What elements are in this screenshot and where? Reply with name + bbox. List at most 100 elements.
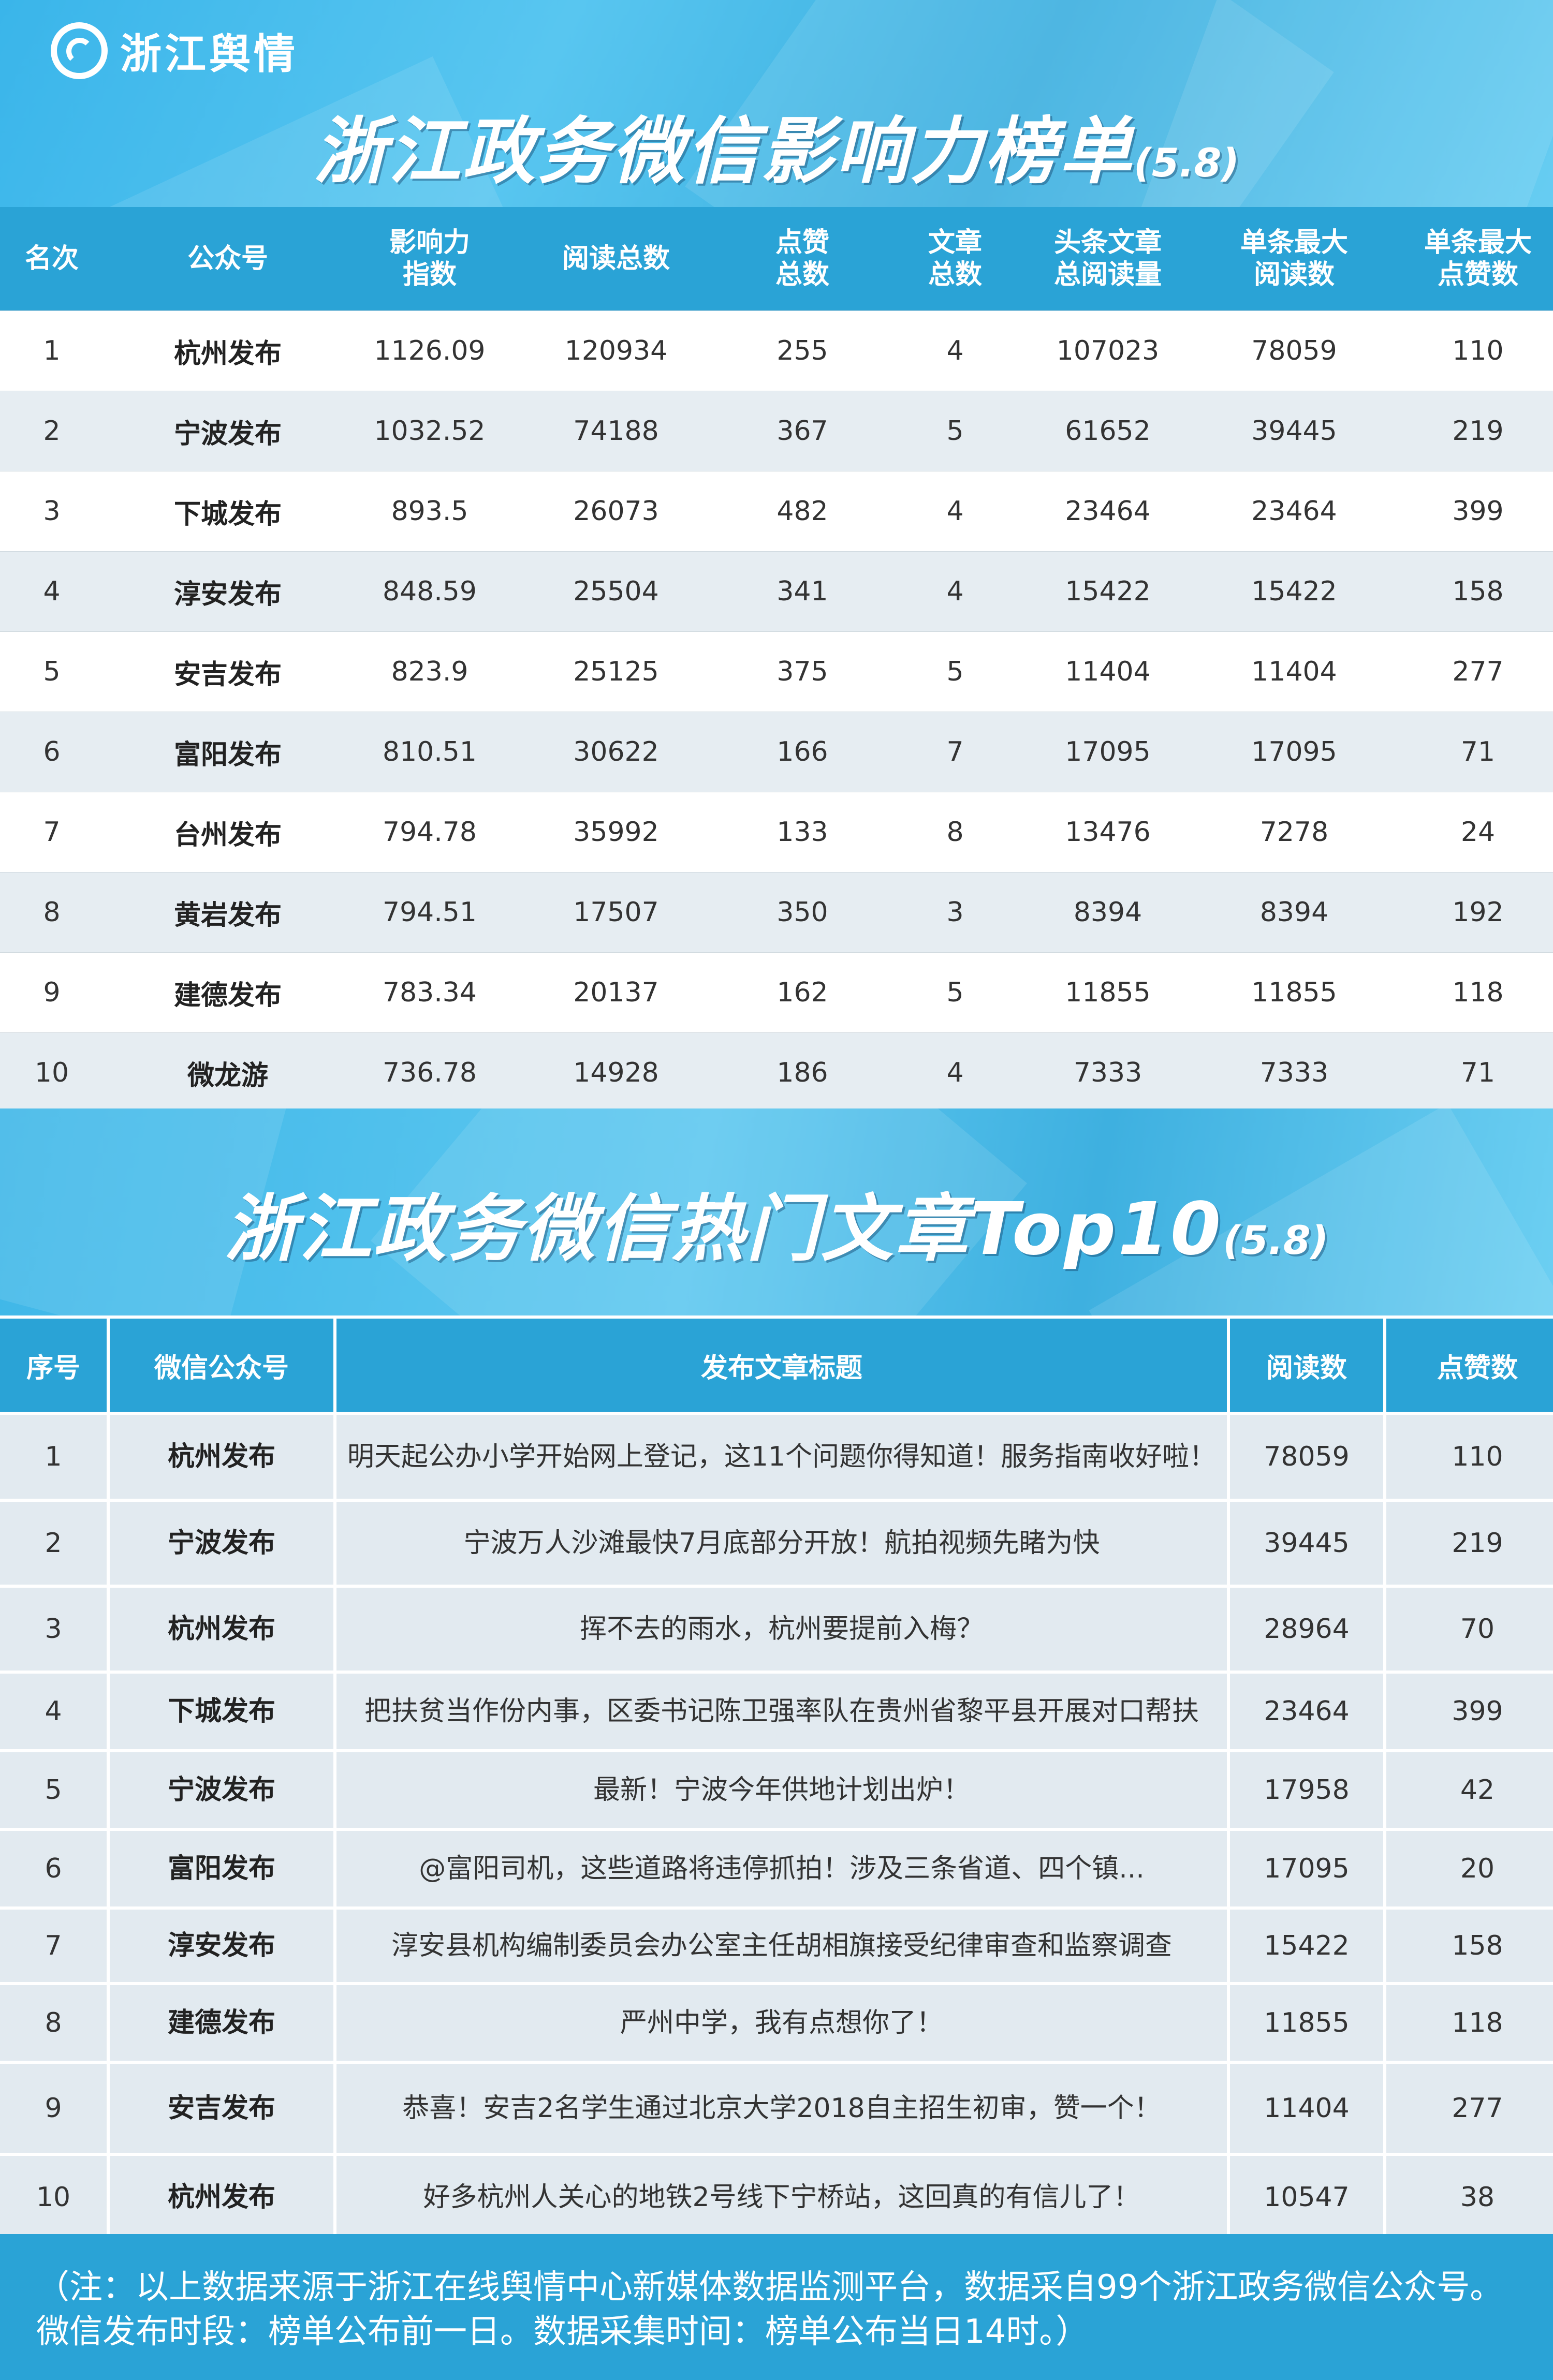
- cell-likes: 367: [725, 391, 880, 471]
- ranking-title-text: 浙江政务微信影响力榜单: [313, 110, 1134, 194]
- cell-likes: 255: [725, 311, 880, 391]
- cell-headline: 11855: [1030, 952, 1185, 1033]
- cell-articles: 7: [880, 712, 1030, 792]
- cell-account: 宁波发布: [104, 391, 352, 471]
- logo-text: 浙江舆情: [120, 30, 298, 78]
- cell-likes: 158: [1386, 1910, 1553, 1982]
- cell-maxread: 11404: [1185, 631, 1403, 712]
- cell-account: 下城发布: [110, 1674, 333, 1749]
- cell-reads: 26073: [507, 471, 725, 552]
- cell-reads: 25125: [507, 631, 725, 712]
- cell-influence: 1032.52: [352, 391, 507, 471]
- cell-no: 8: [0, 1985, 107, 2061]
- cell-reads: 17958: [1230, 1752, 1383, 1828]
- cell-account: 黄岩发布: [104, 872, 352, 953]
- cell-reads: 28964: [1230, 1588, 1383, 1671]
- cell-maxlike: 110: [1403, 311, 1553, 391]
- cell-likes: 341: [725, 551, 880, 632]
- col-maxlike: 单条最大 点赞数: [1403, 207, 1553, 311]
- cell-account: 杭州发布: [110, 1588, 333, 1671]
- col-articles: 文章 总数: [880, 207, 1030, 311]
- cell-account: 宁波发布: [110, 1502, 333, 1585]
- cell-account: 淳安发布: [104, 551, 352, 632]
- cell-account: 宁波发布: [110, 1752, 333, 1828]
- cell-title: @富阳司机，这些道路将违停抓拍！涉及三条省道、四个镇...: [336, 1831, 1227, 1906]
- cell-maxlike: 71: [1403, 1032, 1553, 1113]
- cell-likes: 70: [1386, 1588, 1553, 1671]
- cell-likes: 118: [1386, 1985, 1553, 2061]
- cell-likes: 186: [725, 1032, 880, 1113]
- footer-note-text: （注：以上数据来源于浙江在线舆情中心新媒体数据监测平台，数据采自99个浙江政务微…: [36, 2268, 1503, 2351]
- col-maxread: 单条最大 阅读数: [1185, 207, 1403, 311]
- cell-headline: 7333: [1030, 1032, 1185, 1113]
- col-account: 公众号: [104, 207, 352, 311]
- cell-account: 淳安发布: [110, 1910, 333, 1982]
- logo-icon: [51, 22, 108, 79]
- cell-account: 下城发布: [104, 471, 352, 552]
- cell-title: 恭喜！安吉2名学生通过北京大学2018自主招生初审，赞一个！: [336, 2064, 1227, 2153]
- cell-no: 2: [0, 1502, 107, 1585]
- cell-rank: 7: [0, 792, 104, 873]
- cell-reads: 25504: [507, 551, 725, 632]
- cell-title: 明天起公办小学开始网上登记，这11个问题你得知道！服务指南收好啦！: [336, 1415, 1227, 1499]
- cell-rank: 3: [0, 471, 104, 552]
- cell-influence: 848.59: [352, 551, 507, 632]
- table-row: 5 安吉发布 823.9 25125 375 5 11404 11404 277: [0, 631, 1553, 712]
- articles-table: 序号 微信公众号 发布文章标题 阅读数 点赞数 1 杭州发布 明天起公办小学开始网上…: [0, 1315, 1553, 2242]
- col-likes: 点赞数: [1386, 1319, 1553, 1412]
- cell-maxread: 11855: [1185, 952, 1403, 1033]
- cell-maxread: 78059: [1185, 311, 1403, 391]
- cell-influence: 794.51: [352, 872, 507, 953]
- table-row: 9 建德发布 783.34 20137 162 5 11855 11855 118: [0, 952, 1553, 1033]
- cell-title: 宁波万人沙滩最快7月底部分开放！航拍视频先睹为快: [336, 1502, 1227, 1585]
- table-row: 6 富阳发布 810.51 30622 166 7 17095 17095 71: [0, 712, 1553, 792]
- cell-influence: 783.34: [352, 952, 507, 1033]
- cell-likes: 20: [1386, 1831, 1553, 1906]
- cell-maxlike: 219: [1403, 391, 1553, 471]
- cell-maxread: 17095: [1185, 712, 1403, 792]
- cell-title: 挥不去的雨水，杭州要提前入梅？: [336, 1588, 1227, 1671]
- cell-account: 富阳发布: [104, 712, 352, 792]
- col-title: 发布文章标题: [336, 1319, 1227, 1412]
- brand-logo: 浙江舆情: [51, 21, 298, 81]
- articles-title: 浙江政务微信热门文章Top10(5.8): [0, 1171, 1553, 1275]
- cell-no: 5: [0, 1752, 107, 1828]
- cell-maxlike: 192: [1403, 872, 1553, 953]
- articles-title-text: 浙江政务微信热门文章Top10: [224, 1187, 1223, 1272]
- cell-reads: 14928: [507, 1032, 725, 1113]
- cell-influence: 893.5: [352, 471, 507, 552]
- cell-likes: 219: [1386, 1502, 1553, 1585]
- cell-maxlike: 399: [1403, 471, 1553, 552]
- cell-likes: 350: [725, 872, 880, 953]
- table-row: 9 安吉发布 恭喜！安吉2名学生通过北京大学2018自主招生初审，赞一个！ 11404…: [0, 2064, 1553, 2153]
- cell-title: 淳安县机构编制委员会办公室主任胡相旗接受纪律审查和监察调查: [336, 1910, 1227, 1982]
- cell-reads: 30622: [507, 712, 725, 792]
- cell-no: 4: [0, 1674, 107, 1749]
- cell-reads: 11855: [1230, 1985, 1383, 2061]
- cell-maxread: 8394: [1185, 872, 1403, 953]
- cell-no: 6: [0, 1831, 107, 1906]
- ranking-table: 名次 公众号 影响力 指数 阅读总数 点赞 总数 文章 总数 头条文章 总阅读量 单条最…: [0, 207, 1553, 1113]
- cell-rank: 4: [0, 551, 104, 632]
- cell-influence: 823.9: [352, 631, 507, 712]
- cell-reads: 17095: [1230, 1831, 1383, 1906]
- cell-reads: 17507: [507, 872, 725, 953]
- cell-rank: 8: [0, 872, 104, 953]
- cell-likes: 482: [725, 471, 880, 552]
- cell-reads: 120934: [507, 311, 725, 391]
- col-no: 序号: [0, 1319, 107, 1412]
- cell-maxread: 15422: [1185, 551, 1403, 632]
- cell-account: 安吉发布: [110, 2064, 333, 2153]
- cell-likes: 166: [725, 712, 880, 792]
- cell-headline: 17095: [1030, 712, 1185, 792]
- cell-no: 3: [0, 1588, 107, 1671]
- cell-likes: 375: [725, 631, 880, 712]
- header-banner: 浙江舆情 浙江政务微信影响力榜单(5.8): [0, 0, 1553, 207]
- table-row: 1 杭州发布 明天起公办小学开始网上登记，这11个问题你得知道！服务指南收好啦！ 78…: [0, 1415, 1553, 1499]
- cell-account: 微龙游: [104, 1032, 352, 1113]
- cell-maxlike: 118: [1403, 952, 1553, 1033]
- cell-maxlike: 277: [1403, 631, 1553, 712]
- cell-reads: 39445: [1230, 1502, 1383, 1585]
- cell-maxlike: 158: [1403, 551, 1553, 632]
- cell-reads: 11404: [1230, 2064, 1383, 2153]
